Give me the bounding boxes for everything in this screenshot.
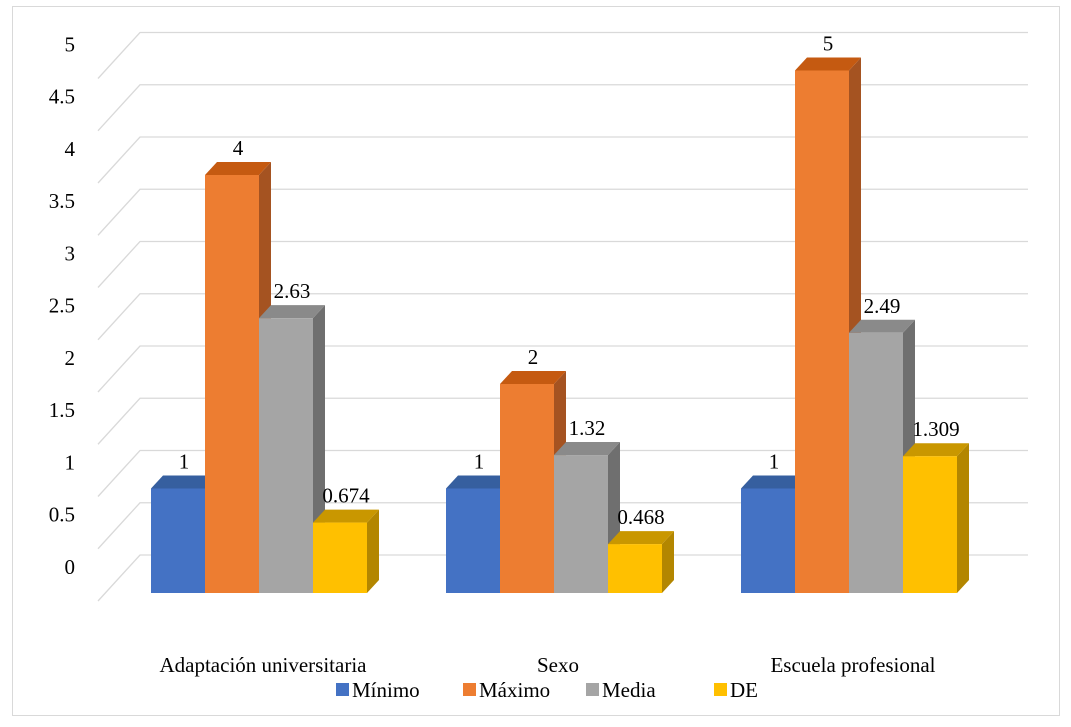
y-tick-label: 2.5: [49, 294, 75, 318]
bar-de-escuela-profesional: [903, 443, 969, 593]
bar-front-face: [554, 455, 608, 593]
gridline: [97, 554, 1028, 602]
bar-maximo-escuela-profesional: [795, 57, 861, 593]
bar-front-face: [446, 488, 500, 593]
data-label: 1: [179, 450, 190, 474]
bar-front-face: [849, 332, 903, 593]
bar-de-adaptacion-universitaria: [313, 509, 379, 593]
y-tick-label: 4: [65, 137, 76, 161]
bar-top-face: [608, 531, 674, 545]
bar-front-face: [741, 488, 795, 593]
bar-maximo-sexo: [500, 371, 566, 593]
gridline: [97, 293, 1028, 341]
data-label: 1.309: [912, 417, 959, 441]
bar-front-face: [259, 318, 313, 593]
gridlines: [97, 31, 1028, 602]
category-group-escuela-profesional: [741, 57, 969, 593]
bar-top-face: [151, 475, 217, 489]
data-label: 0.468: [617, 505, 664, 529]
x-category-label: Escuela profesional: [770, 653, 935, 677]
gridline: [97, 31, 1028, 79]
data-label: 1: [474, 450, 485, 474]
legend-item-minimo: Mínimo: [336, 678, 420, 702]
category-group-sexo: [446, 371, 674, 593]
bar-top-face: [313, 509, 379, 523]
y-tick-label: 0.5: [49, 503, 75, 527]
data-label: 0.674: [322, 484, 370, 508]
gridline: [97, 397, 1028, 445]
y-tick-label: 3.5: [49, 189, 75, 213]
legend-item-de: DE: [714, 678, 758, 702]
bar-front-face: [313, 522, 367, 593]
bar-front-face: [608, 544, 662, 593]
data-label: 1: [769, 450, 780, 474]
bar-front-face: [151, 488, 205, 593]
bar-top-face: [554, 442, 620, 456]
bar-top-face: [849, 319, 915, 333]
bar-side-face: [662, 531, 674, 593]
bars: [151, 57, 969, 593]
bar-front-face: [795, 70, 849, 593]
bar-side-face: [957, 443, 969, 593]
data-label: 2.49: [864, 294, 901, 318]
data-label: 2: [528, 345, 539, 369]
legend-label: Máximo: [479, 678, 550, 702]
y-tick-label: 3: [65, 241, 76, 265]
bar-top-face: [205, 162, 271, 175]
y-tick-label: 0: [65, 555, 76, 579]
bar-de-sexo: [608, 531, 674, 593]
bar-top-face: [741, 475, 807, 489]
data-label: 4: [233, 136, 244, 160]
bar-side-face: [367, 509, 379, 593]
y-axis-ticks: 0 0.5 1 1.5 2 2.5 3 3.5 4 4.5 5: [49, 32, 76, 579]
legend-label: Mínimo: [352, 678, 420, 702]
bar-top-face: [500, 371, 566, 384]
gridline: [97, 345, 1028, 393]
data-label: 5: [823, 32, 834, 56]
gridline: [97, 136, 1028, 184]
legend: Mínimo Máximo Media DE: [336, 678, 758, 702]
y-tick-label: 4.5: [49, 85, 75, 109]
legend-item-maximo: Máximo: [463, 678, 550, 702]
gridline: [97, 188, 1028, 236]
y-tick-label: 5: [65, 32, 76, 56]
legend-label: Media: [602, 678, 656, 702]
data-label: 2.63: [274, 279, 311, 303]
legend-label: DE: [730, 678, 758, 702]
category-group-adaptacion-universitaria: [151, 162, 379, 593]
legend-swatch: [336, 683, 349, 696]
bar-media-sexo: [554, 442, 620, 593]
bar-top-face: [795, 57, 861, 71]
gridline: [97, 449, 1028, 497]
bar-front-face: [903, 456, 957, 593]
data-labels: 1 4 2.63 0.674 1 2 1.32 0.468 1 5 2.49 1.309: [179, 32, 960, 530]
legend-swatch: [586, 683, 599, 696]
bar-front-face: [500, 384, 554, 593]
legend-swatch: [714, 683, 727, 696]
gridline: [97, 84, 1028, 132]
bar-front-face: [205, 175, 259, 593]
legend-swatch: [463, 683, 476, 696]
y-tick-label: 1.5: [49, 398, 75, 422]
bar-top-face: [259, 305, 325, 319]
gridline: [97, 502, 1028, 550]
bar-top-face: [446, 475, 512, 489]
data-label: 1.32: [569, 416, 606, 440]
legend-item-media: Media: [586, 678, 656, 702]
bar-top-face: [903, 443, 969, 457]
x-category-label: Sexo: [537, 653, 579, 677]
x-axis-categories: Adaptación universitaria Sexo Escuela prof…: [159, 653, 935, 677]
x-category-label: Adaptación universitaria: [159, 653, 367, 677]
y-tick-label: 1: [65, 450, 76, 474]
gridline: [97, 240, 1028, 288]
y-tick-label: 2: [65, 346, 76, 370]
